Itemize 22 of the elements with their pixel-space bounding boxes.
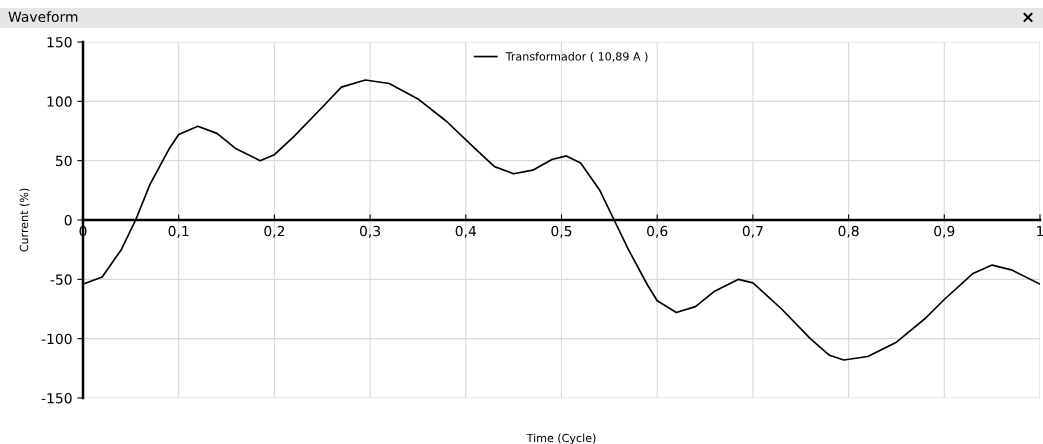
y-tick-label: -100 bbox=[41, 333, 72, 345]
y-tick-label: 0 bbox=[64, 214, 72, 226]
x-tick-label: 0,3 bbox=[359, 225, 381, 238]
y-tick-label: -150 bbox=[41, 392, 72, 404]
x-tick-label: 0,1 bbox=[168, 225, 189, 238]
x-tick-label: 0,5 bbox=[551, 225, 572, 238]
y-tick-label: 50 bbox=[55, 155, 72, 167]
y-tick-label: 150 bbox=[47, 36, 72, 48]
x-tick-label: 0,4 bbox=[455, 225, 477, 238]
y-axis-title: Current (%) bbox=[19, 188, 30, 252]
legend-label: Transformador ( 10,89 A ) bbox=[505, 52, 648, 62]
y-tick-label: -50 bbox=[50, 274, 72, 285]
x-tick-label: 1 bbox=[1037, 225, 1043, 237]
x-axis-title: Time (Cycle) bbox=[526, 433, 596, 444]
text: × bbox=[1023, 12, 1033, 23]
chart-title: Waveform bbox=[8, 11, 78, 23]
x-tick-label: 0,6 bbox=[647, 225, 668, 238]
x-tick-label: 0,7 bbox=[742, 225, 763, 238]
x-tick-label: 0,2 bbox=[264, 225, 285, 238]
x-tick-label: 0,9 bbox=[934, 225, 955, 238]
x-tick-label: 0,8 bbox=[838, 225, 859, 238]
y-tick-label: 100 bbox=[47, 96, 72, 107]
